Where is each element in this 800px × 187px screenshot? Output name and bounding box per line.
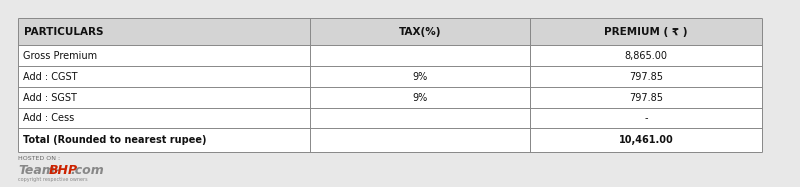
Bar bbox=[18, 18, 762, 152]
Text: 797.85: 797.85 bbox=[629, 93, 663, 102]
Text: 9%: 9% bbox=[412, 71, 428, 82]
Text: PARTICULARS: PARTICULARS bbox=[24, 27, 103, 36]
Bar bbox=[18, 108, 310, 128]
Text: Add : CGST: Add : CGST bbox=[23, 71, 78, 82]
Bar bbox=[530, 128, 762, 152]
Bar bbox=[310, 45, 530, 66]
Text: TAX(%): TAX(%) bbox=[398, 27, 442, 36]
Bar bbox=[530, 108, 762, 128]
Bar bbox=[310, 87, 530, 108]
Bar bbox=[18, 128, 310, 152]
Text: 797.85: 797.85 bbox=[629, 71, 663, 82]
Text: BHP: BHP bbox=[49, 163, 78, 177]
Bar bbox=[310, 18, 530, 45]
Bar bbox=[530, 45, 762, 66]
Bar bbox=[18, 66, 310, 87]
Text: HOSTED ON :: HOSTED ON : bbox=[18, 156, 60, 160]
Bar bbox=[530, 18, 762, 45]
Text: .com: .com bbox=[70, 163, 104, 177]
Text: Add : Cess: Add : Cess bbox=[23, 113, 74, 123]
Text: Gross Premium: Gross Premium bbox=[23, 50, 97, 61]
Text: 10,461.00: 10,461.00 bbox=[618, 135, 674, 145]
Bar bbox=[310, 66, 530, 87]
Text: PREMIUM ( ₹ ): PREMIUM ( ₹ ) bbox=[604, 27, 688, 36]
Bar bbox=[18, 45, 310, 66]
Bar bbox=[18, 18, 310, 45]
Bar bbox=[530, 87, 762, 108]
Text: Total (Rounded to nearest rupee): Total (Rounded to nearest rupee) bbox=[23, 135, 206, 145]
Text: Team-: Team- bbox=[18, 163, 60, 177]
Bar bbox=[18, 87, 310, 108]
Text: Add : SGST: Add : SGST bbox=[23, 93, 77, 102]
Text: -: - bbox=[644, 113, 648, 123]
Text: copyright respective owners: copyright respective owners bbox=[18, 177, 88, 182]
Bar bbox=[310, 128, 530, 152]
Bar bbox=[310, 108, 530, 128]
Text: 8,865.00: 8,865.00 bbox=[625, 50, 667, 61]
Text: 9%: 9% bbox=[412, 93, 428, 102]
Bar bbox=[530, 66, 762, 87]
